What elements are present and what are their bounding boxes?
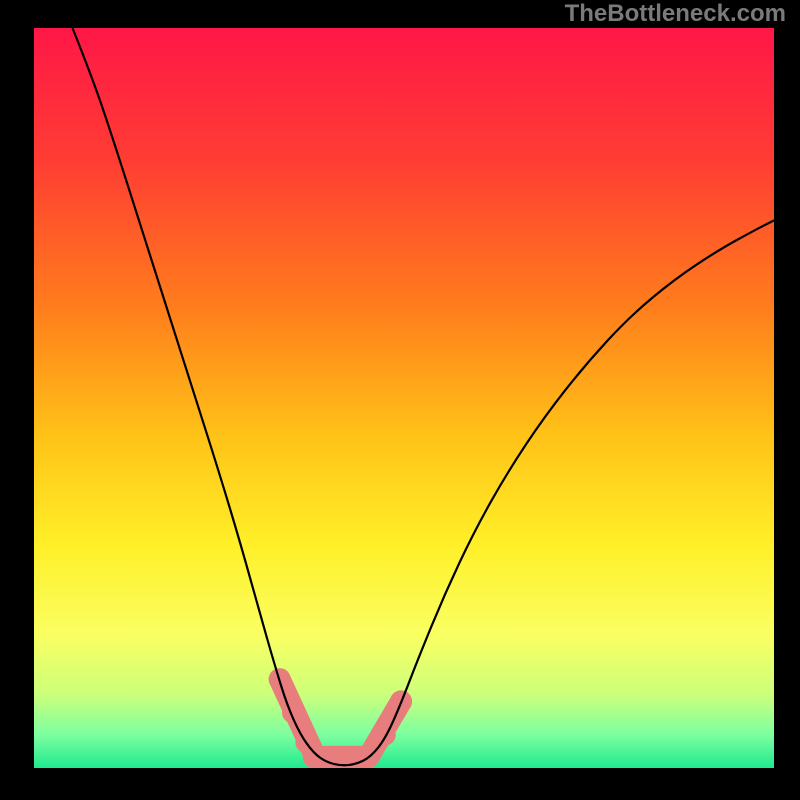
stage: TheBottleneck.com — [0, 0, 800, 800]
watermark-text: TheBottleneck.com — [565, 0, 786, 28]
plot-svg — [34, 28, 774, 768]
plot-area — [34, 28, 774, 768]
gradient-background — [34, 28, 774, 768]
